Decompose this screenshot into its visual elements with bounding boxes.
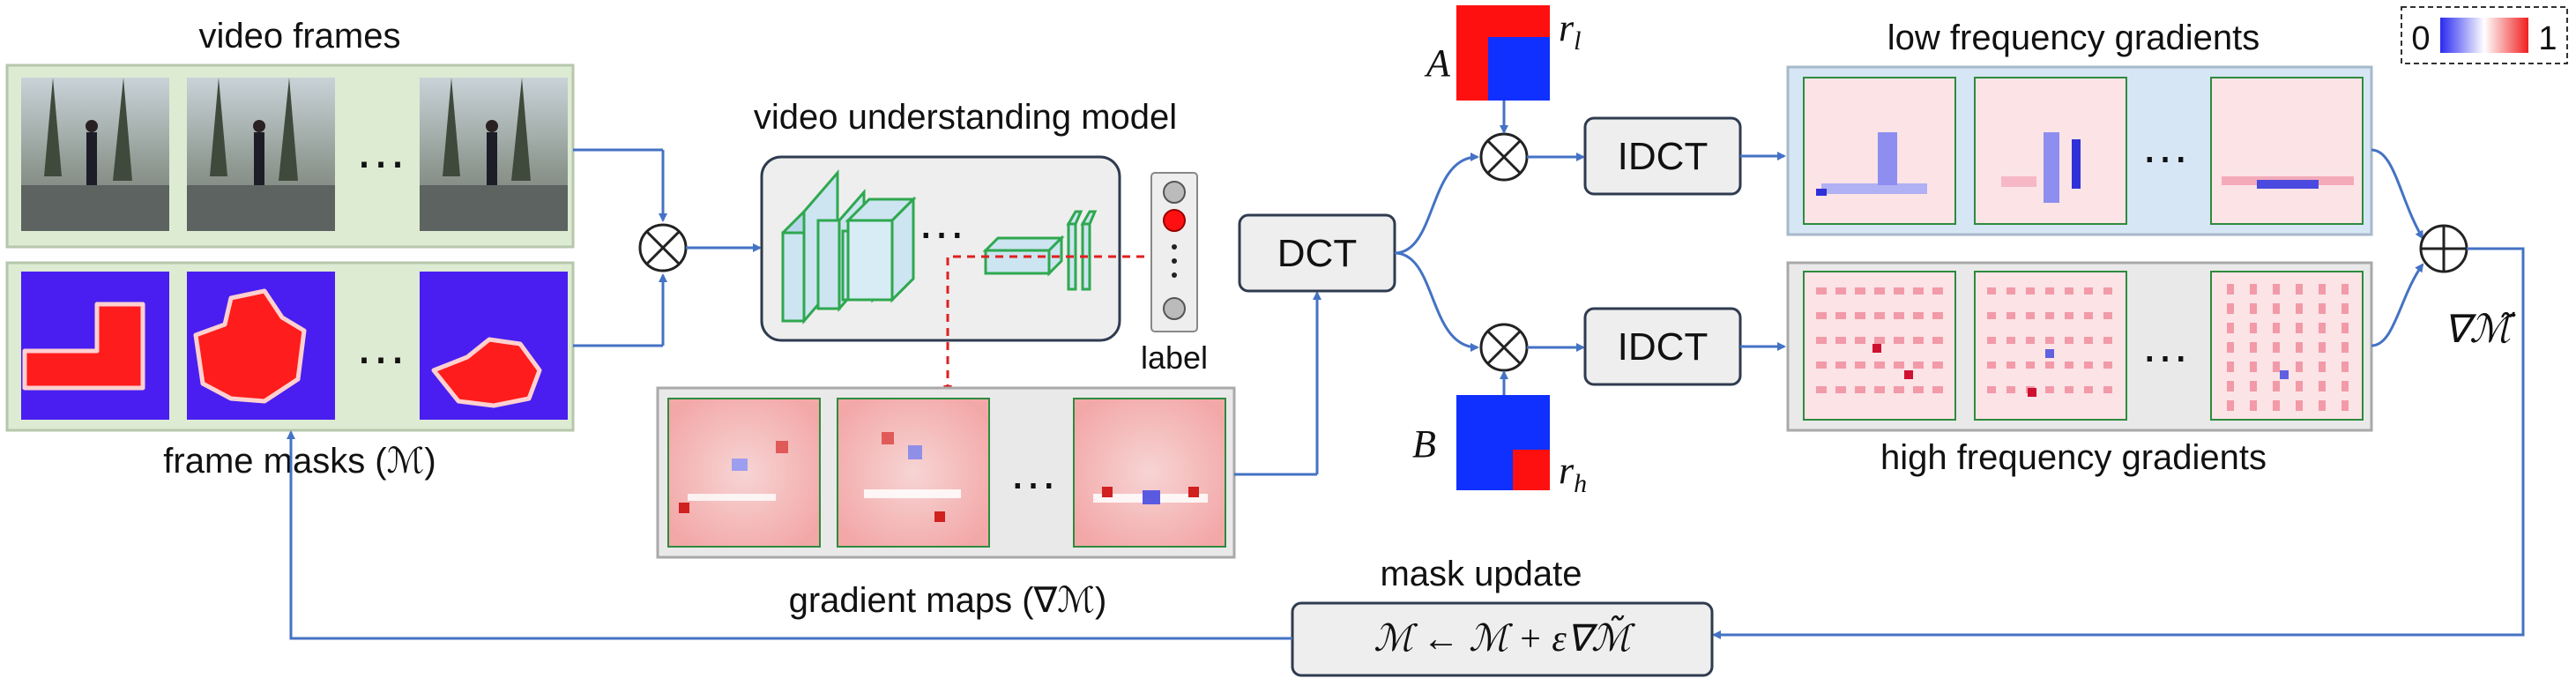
low-freq-title: low frequency gradients	[1887, 19, 2260, 57]
frequency-selection-matrix-icon	[1456, 5, 1550, 101]
gradient-heatmap-thumbnail	[667, 398, 821, 548]
video-frames-title: video frames	[199, 17, 401, 56]
gradient-heatmap-thumbnail	[2210, 271, 2364, 421]
low-freq-ellipsis: …	[2140, 117, 2190, 173]
frequency-selection-matrix-icon	[1456, 395, 1550, 490]
multiply-circle-icon	[638, 223, 688, 272]
frames-ellipsis: …	[354, 120, 407, 179]
gradient-heatmap-thumbnail	[1974, 77, 2127, 225]
video-frame-thumbnail	[420, 78, 568, 231]
mask-thumbnail	[187, 272, 335, 420]
mask-update-title: mask update	[1380, 555, 1582, 593]
grad-sum-label: ∇ℳ̃	[2444, 308, 2516, 351]
multiply-circle-icon	[1479, 132, 1529, 182]
gradient-heatmap-thumbnail	[1803, 271, 1956, 421]
r-l-label: rl	[1559, 6, 1581, 56]
model-ellipsis: …	[917, 193, 966, 249]
gradient-heatmap-thumbnail	[1974, 271, 2127, 421]
gradient-maps-ellipsis: …	[1009, 444, 1058, 499]
gradient-heatmap-thumbnail	[2210, 77, 2364, 225]
label-caption: label	[1141, 339, 1208, 376]
r-h-label: rh	[1559, 449, 1587, 498]
colorbar-max: 1	[2538, 20, 2557, 57]
multiply-circle-icon	[1479, 323, 1529, 372]
gradient-heatmap-thumbnail	[1803, 77, 1956, 225]
cnn-layers-icon	[781, 168, 917, 325]
idct-low-label: IDCT	[1618, 135, 1709, 178]
gradient-heatmap-thumbnail	[837, 398, 990, 548]
gradient-heatmap-thumbnail	[1073, 398, 1226, 548]
mask-update-formula: ℳ ← ℳ + ε∇ℳ̃	[1374, 615, 1636, 660]
mask-thumbnail	[420, 272, 568, 420]
matrix-a-label: A	[1424, 41, 1451, 85]
masks-ellipsis: …	[354, 316, 407, 375]
label-output-nodes-icon	[1150, 172, 1198, 332]
colorbar-min: 0	[2411, 20, 2430, 57]
video-model-title: video understanding model	[754, 98, 1177, 137]
plus-circle-icon	[2419, 224, 2468, 273]
high-freq-caption: high frequency gradients	[1880, 438, 2267, 477]
matrix-b-label: B	[1412, 422, 1436, 466]
video-frame-thumbnail	[187, 78, 335, 231]
high-freq-ellipsis: …	[2140, 317, 2190, 372]
video-frame-thumbnail	[21, 78, 169, 231]
colorbar-legend: 0 1	[2401, 6, 2568, 64]
idct-high-label: IDCT	[1618, 325, 1709, 369]
frame-masks-caption: frame masks (ℳ)	[163, 442, 436, 481]
mask-thumbnail	[21, 272, 169, 420]
dct-label: DCT	[1277, 232, 1357, 275]
gradient-maps-caption: gradient maps (∇ℳ)	[789, 581, 1107, 620]
